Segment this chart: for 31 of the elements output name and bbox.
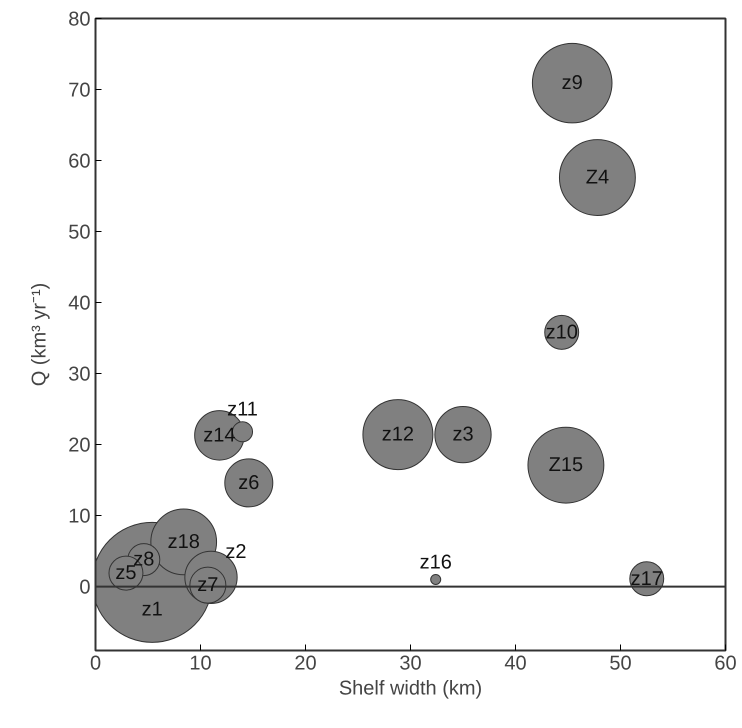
y-axis-title: Q (km³ yr⁻¹) <box>28 282 50 386</box>
series-label: z11 <box>227 398 258 421</box>
x-tick-label: 10 <box>189 652 212 674</box>
x-axis-title: Shelf width (km) <box>338 678 482 700</box>
series-label: z18 <box>168 530 200 553</box>
x-tick-label: 30 <box>399 652 422 674</box>
x-tick-label: 50 <box>609 652 632 674</box>
x-tick-label: 60 <box>714 652 737 674</box>
series-label: z1 <box>142 598 163 620</box>
series-label: z9 <box>562 72 583 94</box>
y-tick-label: 20 <box>68 434 91 457</box>
series-label: z6 <box>238 472 260 494</box>
series-label: z17 <box>630 568 663 590</box>
series-label: z3 <box>452 424 474 446</box>
y-tick-label: 40 <box>68 292 91 315</box>
series-label: z16 <box>420 551 452 574</box>
series-label: Z4 <box>586 166 610 189</box>
series-label: z14 <box>203 424 236 446</box>
series-label: z10 <box>546 321 578 344</box>
y-tick-label: 30 <box>68 364 91 386</box>
y-tick-label: 50 <box>68 222 91 244</box>
series-label: z2 <box>225 540 247 563</box>
x-tick-label: 20 <box>294 652 317 674</box>
y-tick-label: 10 <box>68 506 91 528</box>
series-label: z12 <box>382 424 414 446</box>
y-tick-label: 60 <box>68 150 91 173</box>
y-tick-label: 80 <box>68 8 91 30</box>
x-tick-label: 40 <box>504 652 527 674</box>
y-tick-label: 0 <box>79 576 90 599</box>
y-tick-label: 70 <box>68 80 91 102</box>
series-label: Z15 <box>548 454 584 476</box>
